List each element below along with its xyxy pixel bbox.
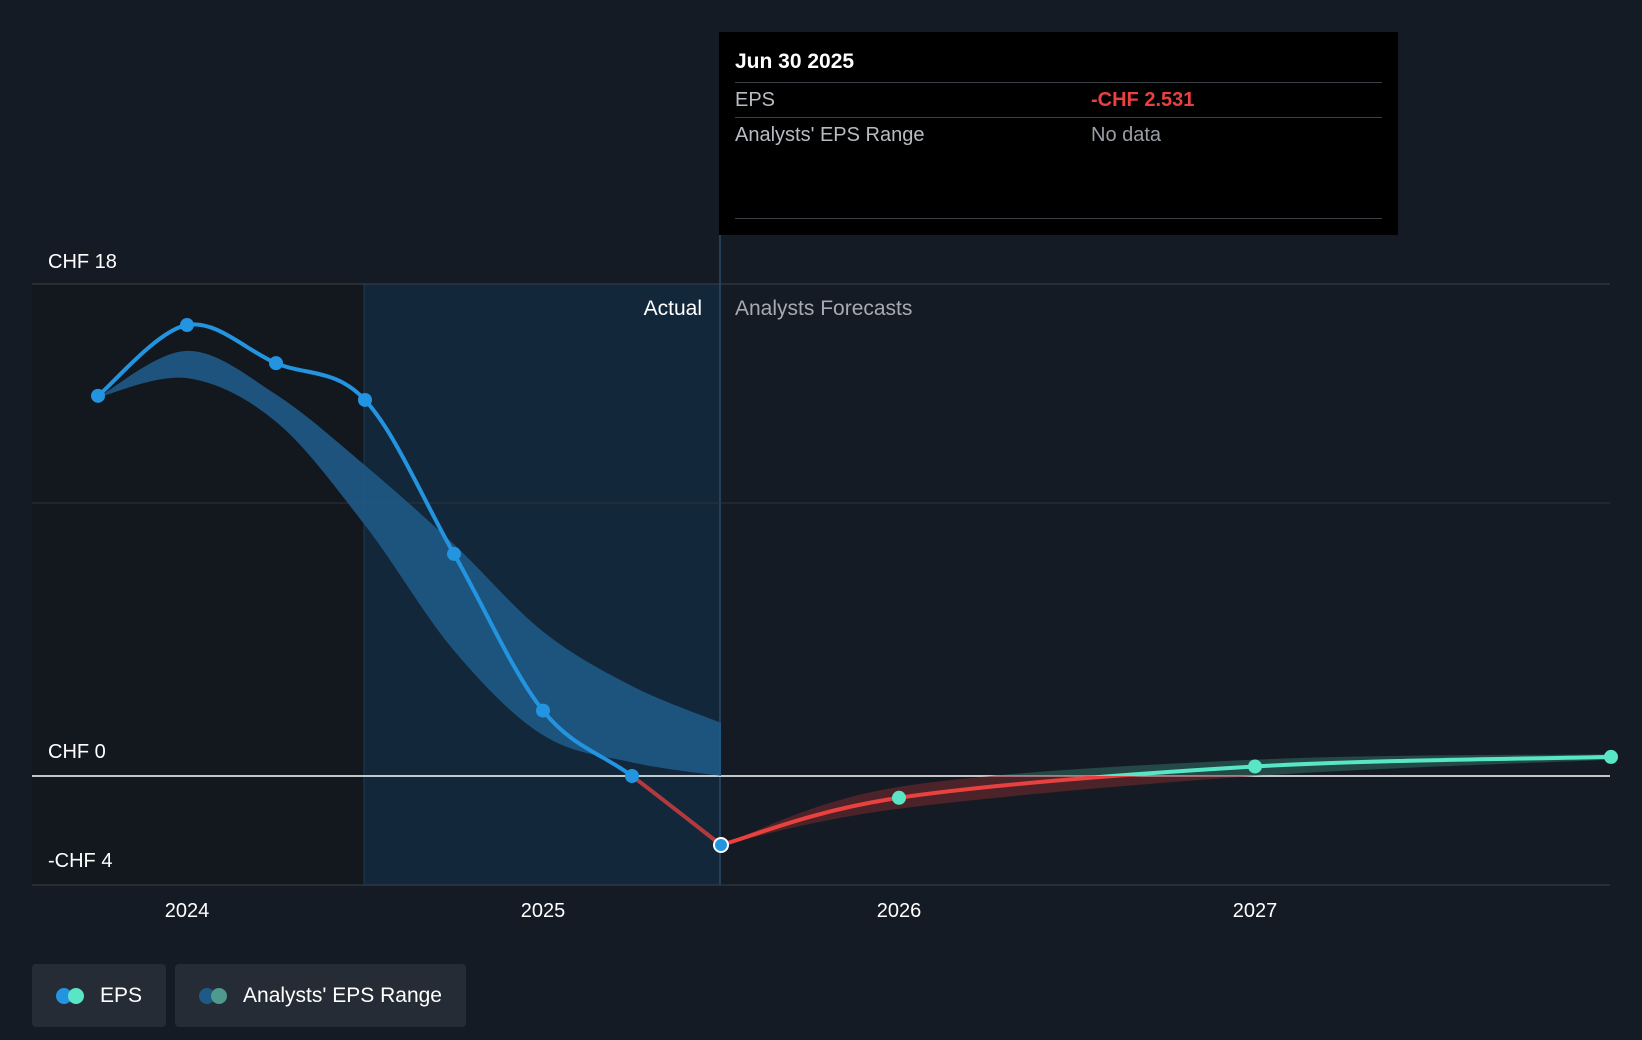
- eps-actual-point[interactable]: [269, 356, 283, 371]
- x-tick-label: 2027: [1233, 900, 1278, 922]
- y-label-bottom: -CHF 4: [48, 850, 112, 872]
- eps-range-band: [98, 350, 721, 776]
- eps-actual-point[interactable]: [536, 703, 550, 718]
- eps-actual-point[interactable]: [180, 318, 194, 333]
- y-label-zero: CHF 0: [48, 741, 106, 763]
- eps-actual-point[interactable]: [447, 546, 461, 561]
- x-tick-label: 2025: [521, 900, 566, 922]
- tooltip-key: EPS: [735, 88, 776, 111]
- past-dark-region: [32, 284, 364, 885]
- eps-forecast-line: [1087, 754, 1612, 776]
- hover-tooltip: Jun 30 2025 EPS -CHF 2.531 Analysts' EPS…: [719, 32, 1398, 235]
- tooltip-date: Jun 30 2025: [735, 50, 855, 73]
- eps-forecast-negative-line: [720, 776, 1140, 847]
- legend-eps[interactable]: EPS: [32, 964, 167, 1027]
- legend: EPS Analysts' EPS Range: [32, 964, 466, 1027]
- eps-actual-point[interactable]: [91, 388, 105, 403]
- tooltip-divider: [735, 218, 1382, 219]
- tooltip-key: Analysts' EPS Range: [735, 123, 925, 146]
- legend-range-label: Analysts' EPS Range: [243, 983, 442, 1007]
- forecast-label: Analysts Forecasts: [735, 297, 912, 320]
- eps-selected-point[interactable]: [713, 836, 729, 853]
- eps-forecast-point[interactable]: [1248, 759, 1262, 774]
- eps-forecast-point[interactable]: [1604, 749, 1618, 764]
- legend-eps-label: EPS: [100, 983, 143, 1007]
- tooltip-value: No data: [1091, 123, 1162, 146]
- x-tick-label: 2026: [877, 900, 922, 922]
- eps-actual-line: [96, 322, 636, 776]
- tooltip-row-range: Analysts' EPS Range No data: [735, 117, 1382, 152]
- actual-label: Actual: [644, 297, 702, 320]
- y-label-top: CHF 18: [48, 251, 117, 273]
- eps-actual-point[interactable]: [358, 392, 372, 407]
- eps-legend-icon: [56, 987, 86, 1004]
- legend-eps-range[interactable]: Analysts' EPS Range: [175, 964, 466, 1027]
- eps-actual-point[interactable]: [625, 769, 639, 783]
- eps-forecast-point[interactable]: [892, 790, 906, 805]
- tooltip-row-eps: EPS -CHF 2.531: [735, 82, 1382, 117]
- tooltip-value: -CHF 2.531: [1091, 88, 1195, 111]
- range-legend-icon: [199, 987, 229, 1004]
- x-tick-label: 2024: [165, 900, 210, 922]
